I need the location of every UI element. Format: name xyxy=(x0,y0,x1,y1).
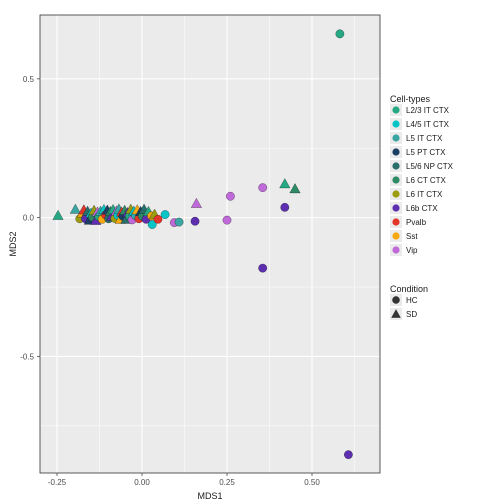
legend-color-swatch xyxy=(392,106,399,113)
legend-color-swatch xyxy=(392,148,399,155)
y-tick-label: -0.5 xyxy=(20,352,34,361)
legend-color-label: L4/5 IT CTX xyxy=(406,120,450,129)
legend-color-swatch xyxy=(392,190,399,197)
legend-color-label: L5 PT CTX xyxy=(406,148,446,157)
point-marker xyxy=(392,296,399,303)
legend-color-label: L6b CTX xyxy=(406,204,438,213)
legend-color-swatch xyxy=(392,134,399,141)
legend-title-shape: Condition xyxy=(390,284,428,294)
y-tick-label: 0.5 xyxy=(23,75,35,84)
x-tick-label: -0.25 xyxy=(48,478,67,487)
point-marker xyxy=(226,192,234,200)
legend-color-label: L6 IT CTX xyxy=(406,190,443,199)
legend-color-swatch xyxy=(392,218,399,225)
legend-color-label: Sst xyxy=(406,232,418,241)
legend-color-swatch xyxy=(392,162,399,169)
chart-svg: -0.25 0.00 0.25 0.50 -0.5 0.0 0.5 MDS1 MDS2 Cell-… xyxy=(0,0,504,504)
legend-color-swatch xyxy=(392,246,399,253)
point-marker xyxy=(175,218,183,226)
point-marker xyxy=(223,216,231,224)
legend-color-label: L2/3 IT CTX xyxy=(406,106,450,115)
point-marker xyxy=(259,183,267,191)
legend-shape-label: SD xyxy=(406,310,417,319)
legend-shape-label: HC xyxy=(406,296,418,305)
legend-color-swatch xyxy=(392,120,399,127)
legend-color-label: Vip xyxy=(406,246,418,255)
point-marker xyxy=(336,30,344,38)
panel-bg xyxy=(40,15,380,473)
point-marker xyxy=(281,203,289,211)
x-tick-label: 0.25 xyxy=(219,478,235,487)
legend-color-label: L5/6 NP CTX xyxy=(406,162,454,171)
mds-scatter-chart: -0.25 0.00 0.25 0.50 -0.5 0.0 0.5 MDS1 MDS2 Cell-… xyxy=(0,0,504,504)
legend-color-label: L5 IT CTX xyxy=(406,134,443,143)
point-marker xyxy=(259,264,267,272)
point-marker xyxy=(191,217,199,225)
legend-color-swatch xyxy=(392,232,399,239)
legend-color-label: Pvalb xyxy=(406,218,427,227)
point-marker xyxy=(344,450,352,458)
legend-title-color: Cell-types xyxy=(390,94,431,104)
legend-color-swatch xyxy=(392,204,399,211)
point-marker xyxy=(161,210,169,218)
y-tick-label: 0.0 xyxy=(23,214,35,223)
x-tick-label: 0.00 xyxy=(134,478,150,487)
legend-color-swatch xyxy=(392,176,399,183)
y-axis-title: MDS2 xyxy=(8,231,18,256)
x-axis-title: MDS1 xyxy=(197,491,222,501)
legend-color-label: L6 CT CTX xyxy=(406,176,447,185)
x-tick-label: 0.50 xyxy=(304,478,320,487)
point-marker xyxy=(154,215,162,223)
